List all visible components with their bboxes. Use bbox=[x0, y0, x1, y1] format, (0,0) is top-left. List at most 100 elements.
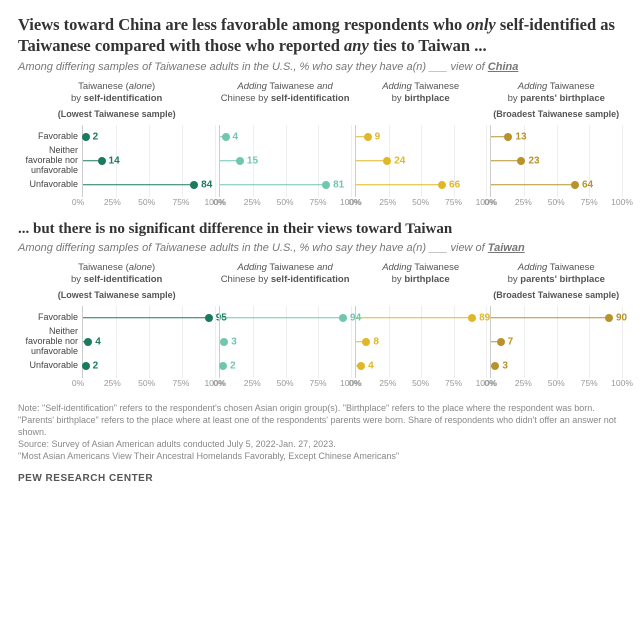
data-point bbox=[497, 338, 505, 346]
value-label: 84 bbox=[201, 179, 212, 190]
chart-row: 90 bbox=[490, 306, 622, 330]
value-label: 7 bbox=[508, 336, 514, 347]
data-point bbox=[82, 362, 90, 370]
axis-tick: 75% bbox=[445, 197, 462, 207]
lollipop-plot: 2 bbox=[82, 125, 215, 149]
axis-tick: 100% bbox=[611, 378, 633, 388]
lollipop-plot: 94 bbox=[219, 306, 351, 330]
axis-tick: 100% bbox=[611, 197, 633, 207]
chart-panel: Adding Taiwaneseby birthplace924660%25%5… bbox=[355, 81, 487, 211]
chart-section-china: Taiwanese (alone)by self-identification(… bbox=[18, 81, 622, 211]
lollipop-plot: 95 bbox=[82, 306, 215, 330]
panel-title: Adding Taiwaneseby parents' birthplace bbox=[490, 81, 622, 107]
chart-row: Unfavorable2 bbox=[18, 354, 215, 378]
row-label: Neither favorable nor unfavorable bbox=[18, 146, 82, 176]
value-label: 66 bbox=[449, 179, 460, 190]
panel-note bbox=[355, 290, 487, 302]
lollipop-plot: 24 bbox=[355, 149, 487, 173]
data-point bbox=[438, 181, 446, 189]
value-label: 9 bbox=[375, 131, 381, 142]
lollipop-plot: 66 bbox=[355, 173, 487, 197]
panel-note: (Lowest Taiwanese sample) bbox=[18, 290, 215, 302]
lollipop-plot: 8 bbox=[355, 330, 487, 354]
axis-tick: 25% bbox=[515, 378, 532, 388]
data-point bbox=[571, 181, 579, 189]
data-point bbox=[362, 338, 370, 346]
panel-title: Adding Taiwaneseby birthplace bbox=[355, 262, 487, 288]
x-axis: 0%25%50%75%100% bbox=[219, 197, 351, 211]
value-label: 8 bbox=[373, 336, 379, 347]
value-label: 3 bbox=[231, 336, 237, 347]
panel-title: Adding Taiwanese andChinese by self-iden… bbox=[219, 81, 351, 107]
value-label: 23 bbox=[528, 155, 539, 166]
subhead-1: Among differing samples of Taiwanese adu… bbox=[18, 61, 622, 73]
chart-row: 94 bbox=[219, 306, 351, 330]
headline-1: Views toward China are less favorable am… bbox=[18, 14, 622, 57]
data-point bbox=[205, 314, 213, 322]
axis-tick: 0% bbox=[213, 197, 225, 207]
value-label: 4 bbox=[233, 131, 239, 142]
chart-row: 23 bbox=[490, 149, 622, 173]
chart-section-taiwan: Taiwanese (alone)by self-identification (… bbox=[18, 262, 622, 392]
lollipop-plot: 84 bbox=[82, 173, 215, 197]
chart-panel: Adding Taiwanese andChinese by self-iden… bbox=[219, 81, 351, 211]
axis-tick: 0% bbox=[72, 378, 84, 388]
footer-brand: PEW RESEARCH CENTER bbox=[18, 473, 622, 484]
lollipop-plot: 9 bbox=[355, 125, 487, 149]
data-point bbox=[236, 157, 244, 165]
axis-tick: 75% bbox=[581, 197, 598, 207]
headline-2: ... but there is no significant differen… bbox=[18, 221, 622, 238]
chart-row: 8 bbox=[355, 330, 487, 354]
chart-row: 9 bbox=[355, 125, 487, 149]
chart-row: 4 bbox=[355, 354, 487, 378]
chart-row: 66 bbox=[355, 173, 487, 197]
lollipop-plot: 7 bbox=[490, 330, 622, 354]
data-point bbox=[491, 362, 499, 370]
row-label: Favorable bbox=[18, 313, 82, 323]
panel-note: (Lowest Taiwanese sample) bbox=[18, 109, 215, 121]
chart-row: 3 bbox=[490, 354, 622, 378]
row-label: Unfavorable bbox=[18, 361, 82, 371]
value-label: 81 bbox=[333, 179, 344, 190]
data-point bbox=[504, 133, 512, 141]
data-point bbox=[605, 314, 613, 322]
axis-tick: 75% bbox=[172, 197, 189, 207]
chart-row: Neither favorable nor unfavorable4 bbox=[18, 330, 215, 354]
axis-tick: 0% bbox=[349, 378, 361, 388]
panel-title: Adding Taiwanese andChinese by self-iden… bbox=[219, 262, 351, 288]
x-axis: 0%25%50%75%100% bbox=[18, 378, 215, 392]
lollipop-plot: 90 bbox=[490, 306, 622, 330]
value-label: 2 bbox=[93, 131, 99, 142]
data-point bbox=[383, 157, 391, 165]
value-label: 2 bbox=[230, 360, 236, 371]
value-label: 4 bbox=[368, 360, 374, 371]
panel-note: (Broadest Taiwanese sample) bbox=[490, 290, 622, 302]
axis-tick: 25% bbox=[104, 378, 121, 388]
data-point bbox=[82, 133, 90, 141]
chart-row: Unfavorable84 bbox=[18, 173, 215, 197]
axis-tick: 0% bbox=[213, 378, 225, 388]
data-point bbox=[339, 314, 347, 322]
chart-row: 81 bbox=[219, 173, 351, 197]
row-label: Favorable bbox=[18, 132, 82, 142]
axis-tick: 75% bbox=[581, 378, 598, 388]
axis-tick: 50% bbox=[277, 378, 294, 388]
lollipop-plot: 81 bbox=[219, 173, 351, 197]
row-label: Neither favorable nor unfavorable bbox=[18, 327, 82, 357]
chart-row: 7 bbox=[490, 330, 622, 354]
data-point bbox=[220, 338, 228, 346]
data-point bbox=[468, 314, 476, 322]
data-point bbox=[98, 157, 106, 165]
axis-tick: 50% bbox=[548, 378, 565, 388]
panel-title: Taiwanese (alone)by self-identification bbox=[18, 262, 215, 288]
axis-tick: 25% bbox=[244, 378, 261, 388]
value-label: 24 bbox=[394, 155, 405, 166]
axis-tick: 50% bbox=[548, 197, 565, 207]
value-label: 90 bbox=[616, 312, 627, 323]
lollipop-plot: 4 bbox=[219, 125, 351, 149]
chart-row: 24 bbox=[355, 149, 487, 173]
lollipop-plot: 3 bbox=[490, 354, 622, 378]
chart-row: 15 bbox=[219, 149, 351, 173]
lollipop-plot: 4 bbox=[355, 354, 487, 378]
axis-tick: 75% bbox=[309, 197, 326, 207]
